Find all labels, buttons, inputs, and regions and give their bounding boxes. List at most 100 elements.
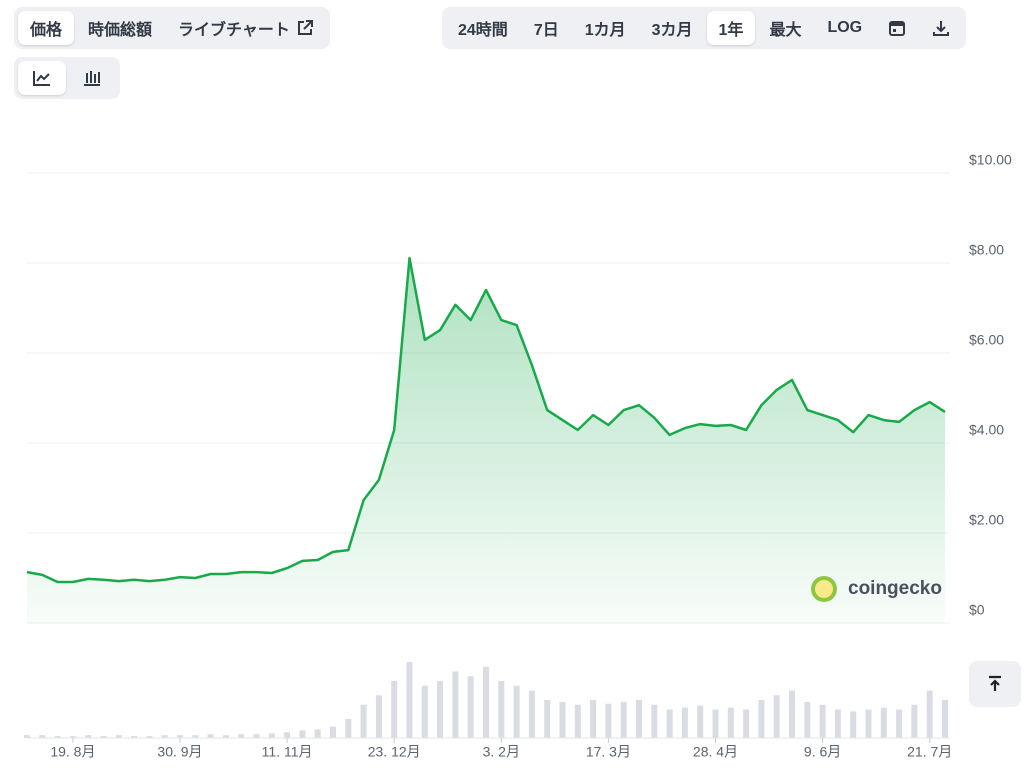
tab[interactable]: 1カ月 — [584, 22, 626, 39]
watermark: coingecko — [811, 576, 942, 602]
volume-bar — [452, 671, 459, 738]
volume-bar — [268, 733, 275, 738]
volume-bar — [177, 735, 183, 738]
volume-bar — [222, 735, 229, 738]
x-tick-label: 3. 2月 — [483, 744, 520, 760]
price-line — [26, 256, 946, 584]
volume-bar — [743, 709, 750, 738]
volume-bar — [360, 704, 367, 738]
volume-bar — [375, 695, 382, 738]
tab[interactable]: 時価総額 — [88, 22, 153, 39]
volume-bar — [896, 709, 903, 738]
volume-bar — [850, 711, 857, 738]
download-icon — [933, 21, 950, 36]
scroll-top[interactable] — [969, 661, 1021, 707]
volume-bar — [131, 736, 138, 738]
external-icon — [297, 20, 313, 35]
tab[interactable]: 1年 — [706, 11, 756, 45]
x-tick-label: 17. 3月 — [586, 744, 631, 760]
volume-bar — [620, 701, 627, 738]
line-icon — [33, 71, 50, 86]
volume-bar — [161, 735, 168, 738]
tab[interactable]: 最大 — [769, 22, 802, 39]
tab[interactable]: ライブチャート — [166, 11, 326, 45]
volume-bar — [483, 666, 489, 738]
y-tick-label: $8.00 — [969, 242, 1004, 258]
volume-bar — [314, 729, 321, 738]
volume-bar — [804, 701, 811, 738]
volume-bar — [773, 695, 780, 738]
volume-bar — [54, 736, 61, 738]
tab-label: ライブチャート — [178, 22, 290, 39]
x-tick-label: 30. 9月 — [157, 744, 202, 760]
volume-bar — [712, 709, 719, 738]
arrow-up-icon — [989, 675, 1001, 691]
x-tick-label: 11. 11月 — [262, 744, 313, 760]
volume-bar — [498, 681, 505, 738]
volume-bar — [681, 707, 688, 738]
volume-bar — [758, 700, 765, 738]
volume-bar — [528, 690, 535, 738]
volume-bar — [391, 681, 398, 738]
volume-bar — [39, 735, 46, 738]
candle-style[interactable] — [68, 61, 116, 95]
download[interactable] — [920, 11, 962, 45]
chart-style-tabs — [14, 57, 120, 99]
volume-bar — [651, 704, 658, 738]
calendar-icon — [889, 21, 906, 36]
y-tick-label: $0 — [969, 602, 985, 618]
volume-bar — [789, 690, 795, 738]
view-tabs: 価格 時価総額 ライブチャート — [14, 7, 330, 49]
candle-icon — [84, 71, 100, 86]
volume-bar — [192, 735, 199, 738]
volume-bar — [85, 735, 92, 738]
volume-bar — [666, 709, 673, 738]
volume-bar — [437, 681, 444, 738]
calendar[interactable] — [876, 11, 918, 45]
tab[interactable]: 24時間 — [458, 22, 508, 39]
volume-bar — [911, 704, 918, 738]
tab[interactable]: 価格 — [18, 11, 75, 45]
volume-bar — [299, 730, 306, 738]
tab[interactable]: 3カ月 — [651, 22, 693, 39]
volume-bar — [865, 709, 872, 738]
volume-bar — [926, 690, 933, 738]
volume-bar — [330, 726, 336, 738]
x-tick-label: 23. 12月 — [368, 744, 421, 760]
volume-bar — [421, 685, 428, 738]
x-tick-label: 28. 4月 — [693, 744, 738, 760]
volume-bar — [69, 736, 76, 738]
volume-bar — [880, 707, 887, 738]
volume-bar — [819, 704, 826, 738]
volume-bar — [467, 676, 474, 738]
volume-bar — [590, 700, 597, 738]
volume-bar — [636, 700, 642, 738]
volume-bar — [345, 719, 352, 738]
y-tick-label: $10.00 — [969, 152, 1012, 168]
line-style[interactable] — [18, 61, 66, 95]
x-tick-label: 9. 6月 — [804, 744, 841, 760]
x-tick-label: 19. 8月 — [50, 744, 95, 760]
volume-bar — [406, 662, 413, 738]
volume-bar — [238, 734, 245, 738]
tab[interactable]: 7日 — [533, 22, 559, 39]
x-tick-label: 21. 7月 — [907, 744, 952, 760]
area — [27, 258, 945, 623]
volume-bar — [207, 734, 214, 738]
tab[interactable]: LOG — [827, 19, 863, 36]
volume-bar — [544, 700, 551, 738]
volume-bar — [574, 704, 581, 738]
volume-bar — [942, 700, 948, 738]
volume-bar — [24, 735, 30, 738]
y-tick-label: $2.00 — [969, 512, 1004, 528]
volume-bar — [284, 732, 291, 738]
volume-bar — [513, 685, 520, 738]
volume-bar — [697, 705, 704, 738]
y-tick-label: $4.00 — [969, 422, 1004, 438]
volume-bar — [253, 734, 260, 738]
volume-bar — [727, 707, 734, 738]
volume-bar — [559, 701, 566, 738]
volume-bar — [146, 736, 153, 738]
